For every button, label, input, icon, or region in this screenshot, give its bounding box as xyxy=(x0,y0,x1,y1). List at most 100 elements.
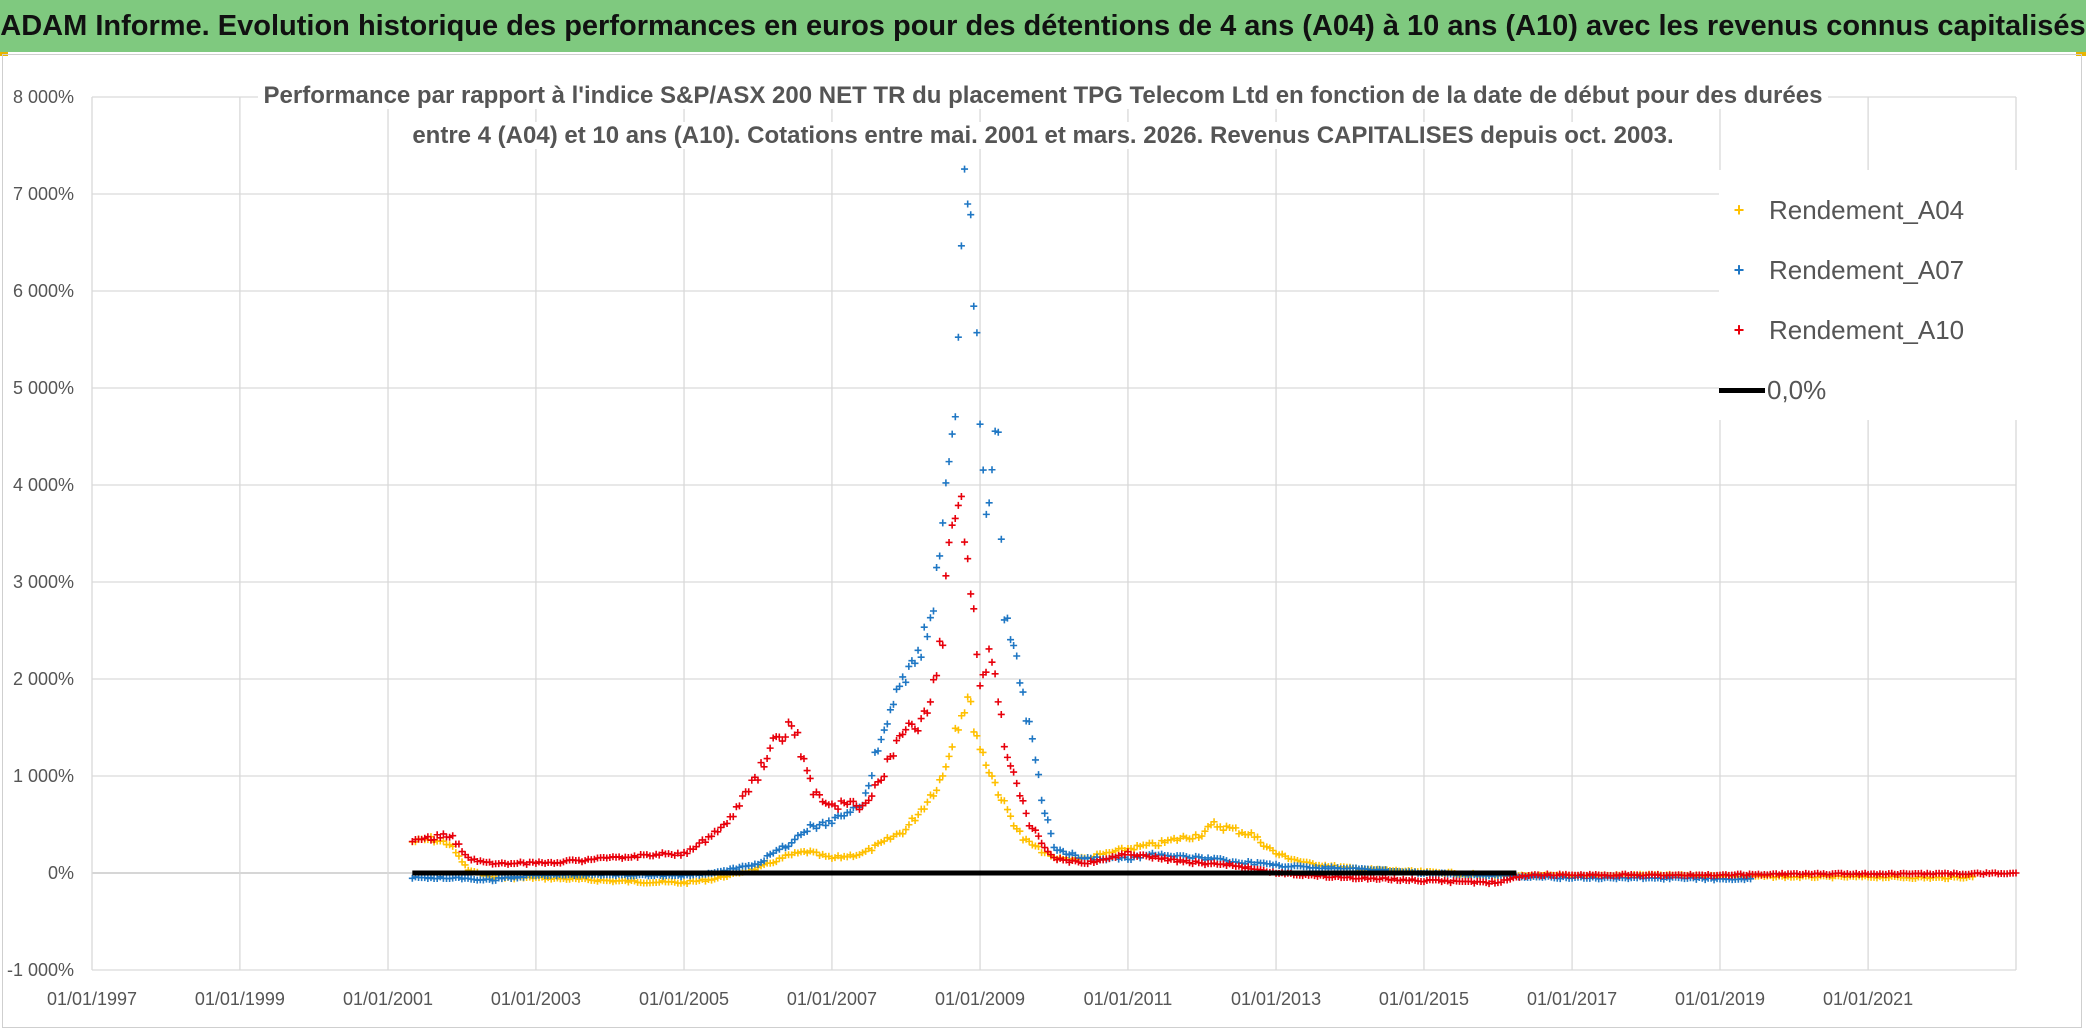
data-point xyxy=(877,776,885,784)
data-point xyxy=(708,832,716,840)
data-point xyxy=(936,637,944,645)
data-point xyxy=(976,420,984,428)
data-point xyxy=(945,458,953,466)
y-tick-label: 2 000% xyxy=(13,669,74,689)
data-point xyxy=(803,827,811,835)
x-tick-label: 01/01/1997 xyxy=(47,989,137,1009)
data-point xyxy=(945,752,953,760)
data-point xyxy=(1044,816,1052,824)
data-point xyxy=(739,792,747,800)
data-point xyxy=(970,728,978,736)
data-point xyxy=(1019,797,1027,805)
data-point xyxy=(917,653,925,661)
data-point xyxy=(920,805,928,813)
data-point xyxy=(933,786,941,794)
data-point xyxy=(951,413,959,421)
data-point xyxy=(970,605,978,613)
legend-marker-a07: + xyxy=(1733,259,1745,280)
data-point xyxy=(905,662,913,670)
data-point xyxy=(929,607,937,615)
data-point xyxy=(997,710,1005,718)
data-point xyxy=(800,755,808,763)
chart-title-line-2-text: entre 4 (A04) et 10 ans (A10). Cotations… xyxy=(406,122,1680,149)
data-point xyxy=(988,466,996,474)
data-point xyxy=(967,698,975,706)
data-point xyxy=(976,682,984,690)
data-point xyxy=(911,659,919,667)
data-point xyxy=(982,510,990,518)
y-tick-label: -1 000% xyxy=(7,960,74,980)
data-point xyxy=(1041,844,1049,852)
data-point xyxy=(865,796,873,804)
data-point xyxy=(430,836,438,844)
data-point xyxy=(964,200,972,208)
data-point xyxy=(957,242,965,250)
data-point xyxy=(886,706,894,714)
data-point xyxy=(868,792,876,800)
data-point xyxy=(794,729,802,737)
data-point xyxy=(880,772,888,780)
data-point xyxy=(846,808,854,816)
data-point xyxy=(828,819,836,827)
data-point xyxy=(806,774,814,782)
data-point xyxy=(961,165,969,173)
data-point xyxy=(982,668,990,676)
data-point xyxy=(816,791,824,799)
data-point xyxy=(757,759,765,767)
data-point xyxy=(714,828,722,836)
legend-line-zero xyxy=(1719,387,1765,393)
x-tick-label: 01/01/2001 xyxy=(343,989,433,1009)
legend-marker-a10: + xyxy=(1733,319,1745,340)
data-point xyxy=(849,797,857,805)
y-tick-label: 1 000% xyxy=(13,766,74,786)
legend-item-a04: + Rendement_A04 xyxy=(1719,190,2019,230)
data-point xyxy=(899,830,907,838)
data-point xyxy=(926,698,934,706)
data-point xyxy=(948,430,956,438)
data-point xyxy=(1007,762,1015,770)
data-point xyxy=(1257,839,1265,847)
x-tick-label: 01/01/1999 xyxy=(195,989,285,1009)
report-banner: ADAM Informe. Evolution historique des p… xyxy=(0,0,2086,52)
data-point xyxy=(926,614,934,622)
data-point xyxy=(883,720,891,728)
data-point xyxy=(868,772,876,780)
data-point xyxy=(855,805,863,813)
data-point xyxy=(1254,833,1262,841)
data-point xyxy=(785,718,793,726)
data-point xyxy=(803,767,811,775)
data-point xyxy=(436,834,444,842)
data-point xyxy=(911,817,919,825)
data-point xyxy=(754,776,762,784)
report-title: ADAM Informe. Evolution historique des p… xyxy=(0,9,2086,42)
data-point xyxy=(1747,875,1755,883)
data-point xyxy=(961,538,969,546)
data-point xyxy=(1016,827,1024,835)
data-point xyxy=(1969,873,1977,881)
x-tick-label: 01/01/2005 xyxy=(639,989,729,1009)
data-point xyxy=(1025,837,1033,845)
data-point xyxy=(1038,839,1046,847)
data-point xyxy=(1010,768,1018,776)
data-point xyxy=(1035,843,1042,851)
legend-marker-a04: + xyxy=(1733,199,1745,220)
x-tick-label: 01/01/2007 xyxy=(787,989,877,1009)
data-point xyxy=(1047,830,1055,838)
x-tick-label: 01/01/2011 xyxy=(1084,989,1173,1009)
data-point xyxy=(1016,679,1024,687)
data-point xyxy=(1013,779,1021,787)
data-point xyxy=(982,761,990,769)
y-tick-label: 7 000% xyxy=(13,184,74,204)
data-point xyxy=(988,772,996,780)
data-point xyxy=(788,722,796,730)
data-point xyxy=(923,709,931,717)
data-point xyxy=(781,733,789,741)
data-point xyxy=(970,302,978,310)
data-point xyxy=(862,789,870,797)
data-point xyxy=(1003,806,1011,814)
data-point xyxy=(791,835,799,843)
data-point xyxy=(917,715,925,723)
data-point xyxy=(979,748,987,756)
data-point xyxy=(957,492,965,500)
